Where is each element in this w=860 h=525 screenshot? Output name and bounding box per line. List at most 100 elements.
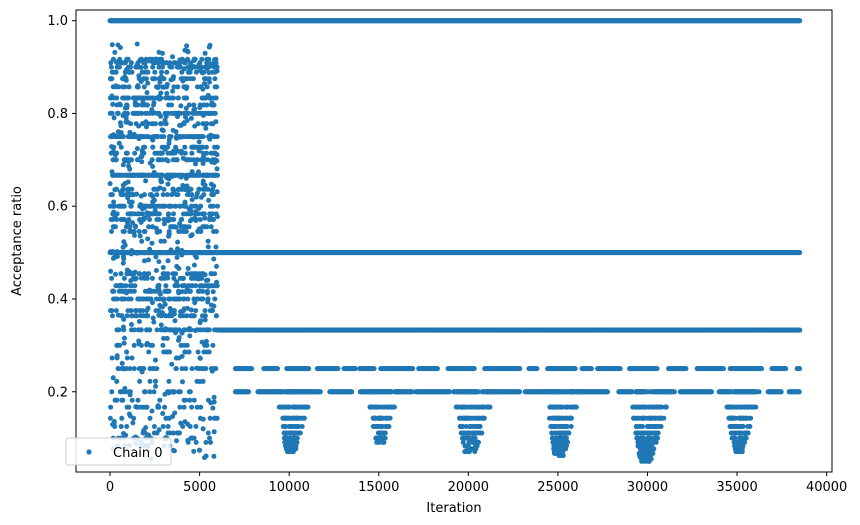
data-point xyxy=(121,229,127,234)
data-point xyxy=(124,102,130,108)
data-point xyxy=(163,84,169,90)
data-point xyxy=(197,217,203,222)
data-point xyxy=(116,288,122,294)
data-point xyxy=(110,101,116,107)
data-point xyxy=(174,157,180,163)
data-point xyxy=(206,44,212,50)
data-point xyxy=(108,404,114,410)
data-point xyxy=(188,203,194,209)
data-point xyxy=(111,69,117,75)
data-point xyxy=(120,324,126,330)
data-point xyxy=(208,400,214,406)
data-point xyxy=(129,250,135,256)
data-point xyxy=(118,313,124,319)
data-point xyxy=(189,435,195,441)
data-point xyxy=(109,93,115,99)
data-point xyxy=(170,88,176,94)
data-point xyxy=(131,415,137,421)
data-point xyxy=(134,41,140,47)
data-point xyxy=(109,229,114,234)
data-point xyxy=(154,95,160,101)
data-point xyxy=(142,192,147,198)
data-point xyxy=(214,189,220,195)
data-point xyxy=(122,110,128,116)
data-point xyxy=(130,420,136,426)
data-point xyxy=(182,60,187,66)
data-point xyxy=(161,134,167,140)
data-point xyxy=(177,60,183,66)
data-point xyxy=(132,150,138,156)
data-point xyxy=(174,438,179,444)
data-point xyxy=(181,95,187,101)
data-point xyxy=(122,74,128,80)
data-point xyxy=(194,190,200,196)
data-point xyxy=(113,271,118,277)
data-point xyxy=(138,404,144,410)
data-point xyxy=(183,397,188,403)
data-point xyxy=(142,258,147,264)
data-point xyxy=(163,121,169,127)
data-point xyxy=(168,224,174,230)
data-point xyxy=(177,122,183,128)
data-point xyxy=(205,244,211,250)
data-point xyxy=(138,342,144,348)
data-point xyxy=(206,134,212,140)
data-point xyxy=(193,424,199,429)
data-point xyxy=(135,211,141,217)
data-point xyxy=(205,238,211,244)
data-point xyxy=(191,397,197,403)
data-point xyxy=(179,283,185,289)
data-point xyxy=(160,64,166,70)
data-point xyxy=(133,224,138,230)
data-point xyxy=(126,186,132,192)
data-point xyxy=(160,424,166,429)
data-point xyxy=(121,366,127,372)
data-point xyxy=(129,229,135,234)
data-point xyxy=(141,76,147,82)
data-point xyxy=(154,134,160,140)
data-point xyxy=(162,110,168,116)
data-point xyxy=(151,186,157,192)
data-point xyxy=(177,389,183,395)
data-point xyxy=(149,408,155,414)
data-point xyxy=(112,224,118,230)
data-point xyxy=(185,271,190,277)
data-point xyxy=(171,448,177,454)
data-point xyxy=(170,76,176,82)
data-point xyxy=(191,448,197,454)
data-point xyxy=(183,203,189,209)
data-point xyxy=(112,296,118,302)
data-point xyxy=(169,64,175,70)
data-point xyxy=(186,69,192,75)
data-point xyxy=(109,275,115,281)
data-point xyxy=(114,211,120,217)
data-point xyxy=(146,210,152,216)
data-point xyxy=(163,60,169,66)
data-point xyxy=(187,424,193,429)
data-point xyxy=(136,110,142,116)
data-point xyxy=(184,43,190,49)
data-point xyxy=(199,110,205,116)
data-point xyxy=(153,378,159,384)
data-point xyxy=(160,265,166,270)
data-point xyxy=(209,159,215,165)
data-point xyxy=(158,74,164,80)
data-point xyxy=(149,121,155,127)
data-point xyxy=(189,197,195,203)
data-point xyxy=(116,327,122,333)
data-point xyxy=(124,355,130,361)
data-point xyxy=(181,120,187,126)
data-point xyxy=(188,275,194,281)
data-point xyxy=(207,415,213,421)
data-point xyxy=(197,105,203,111)
data-point xyxy=(151,366,157,372)
data-point xyxy=(118,424,124,429)
data-point xyxy=(126,84,132,90)
data-point xyxy=(205,430,211,436)
data-point xyxy=(128,278,134,284)
data-point xyxy=(212,415,217,421)
data-point xyxy=(136,76,142,82)
data-point xyxy=(181,327,187,333)
data-point xyxy=(132,172,138,178)
data-point xyxy=(196,62,202,68)
